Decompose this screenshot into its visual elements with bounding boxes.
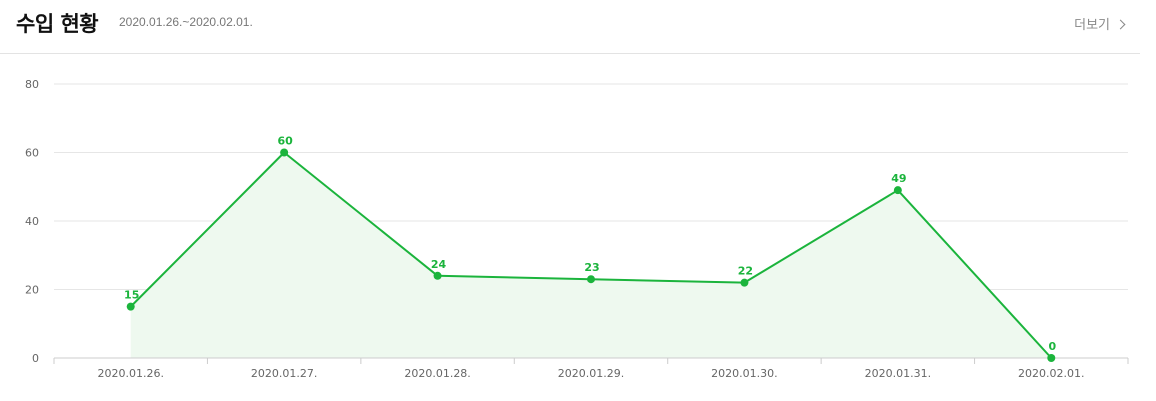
x-tick-label: 2020.01.29. [558,367,624,380]
data-point [893,186,902,195]
y-tick-label: 0 [32,352,39,365]
x-tick-label: 2020.01.31. [865,367,931,380]
data-point [433,271,442,280]
x-tick-label: 2020.02.01. [1018,367,1084,380]
page-title: 수입 현황 [16,12,99,36]
date-range: 2020.01.26.~2020.02.01. [119,15,253,29]
x-tick-label: 2020.01.26. [97,367,163,380]
series-area [130,152,1052,358]
x-tick-label: 2020.01.27. [251,367,317,380]
data-point [587,275,595,284]
x-tick-label: 2020.01.30. [711,367,777,380]
y-tick-label: 20 [25,284,39,297]
more-label: 더보기 [1074,18,1110,33]
more-button[interactable]: 더보기 [1074,14,1126,33]
card-header: 수입 현황 2020.01.26.~2020.02.01. 더보기 [0,0,1140,54]
data-label: 15 [124,289,139,302]
income-chart: 0 20 40 60 80 2020.01.26. 2020.01.27. 2020.01.2… [25,78,1129,380]
data-label: 24 [431,258,447,271]
data-label: 22 [738,265,753,278]
data-label: 60 [277,135,293,148]
y-tick-label: 40 [25,215,39,228]
y-tick-label: 80 [25,78,39,91]
data-point [1047,354,1056,362]
y-tick-label: 60 [25,147,39,160]
data-point [126,302,135,311]
data-point [280,148,289,157]
x-tick-label: 2020.01.28. [404,367,470,380]
data-label: 49 [891,172,906,185]
data-label: 0 [1048,340,1056,353]
data-label: 23 [584,261,599,274]
data-point [740,278,749,287]
chevron-right-icon [1115,19,1126,29]
